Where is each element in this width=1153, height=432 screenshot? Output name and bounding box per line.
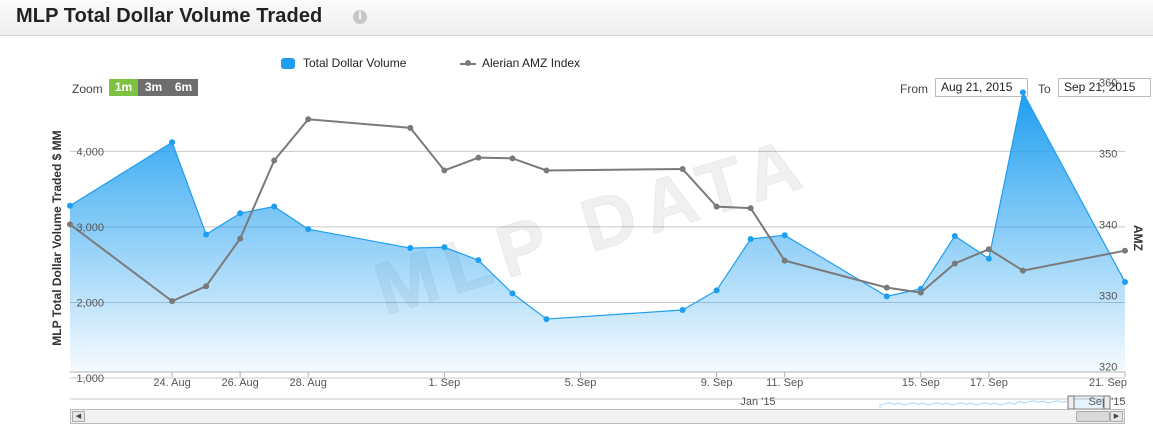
from-date-input[interactable]: Aug 21, 2015 [935,78,1028,97]
volume-point [543,316,550,323]
x-tick-label: 24. Aug [153,377,190,389]
y2-tick-label: 350 [1099,148,1117,160]
index-point [883,284,890,291]
index-point [1122,247,1128,254]
volume-point [747,235,754,242]
x-tick-label: 15. Sep [902,377,940,389]
volume-point [679,307,686,313]
page-title: MLP Total Dollar Volume Traded [16,5,323,27]
index-point [985,246,992,253]
volume-point [985,255,992,262]
volume-area [70,92,1125,373]
volume-point [1019,89,1026,96]
scroll-thumb[interactable] [1076,411,1110,422]
navigator-scrollbar[interactable]: ◀ ▶ [70,409,1125,424]
index-point [543,167,550,174]
index-point [237,235,244,242]
index-point [271,157,278,164]
y2-tick-label: 340 [1099,219,1117,231]
zoom-label: Zoom [72,82,103,96]
x-tick-label: 9. Sep [701,377,733,389]
legend-item-alerian-amz-index[interactable]: Alerian AMZ Index [460,56,580,70]
index-point [203,283,210,290]
x-tick-label: 1. Sep [428,377,460,389]
y2-tick-label: 360 [1099,77,1117,89]
index-point [781,257,788,264]
volume-point [305,226,312,233]
scroll-left-arrow[interactable]: ◀ [72,411,85,422]
index-point [67,221,73,228]
index-point [951,260,958,267]
legend-label-index: Alerian AMZ Index [482,56,581,70]
volume-point [237,210,244,217]
volume-point [951,232,958,239]
from-label: From [900,82,928,96]
index-point [305,116,312,123]
navigator-handle-right [1103,395,1111,410]
to-label: To [1038,82,1051,96]
index-point [407,124,414,131]
navigator-series [879,400,1068,408]
index-point [679,166,686,173]
y2-tick-label: 320 [1099,361,1117,373]
chart-header: MLP Total Dollar Volume Traded i [0,0,1153,36]
legend-swatch-volume [281,57,295,69]
volume-point [781,232,788,239]
index-point [747,205,754,212]
index-point [509,155,516,162]
info-icon[interactable]: i [353,10,367,24]
volume-point [1122,279,1128,286]
navigator-handle-left [1067,395,1075,410]
index-point [169,298,176,305]
index-point [713,203,720,210]
volume-point [271,203,278,210]
index-point [441,167,448,174]
volume-point [713,287,720,294]
y-tick-label: 2,000 [76,297,104,309]
volume-point [509,290,516,297]
navigator-label: Jan '15 [740,396,775,408]
zoom-6m-button[interactable]: 6m [169,79,198,96]
x-tick-label: 26. Aug [221,377,258,389]
volume-point [407,245,414,252]
x-tick-label: 28. Aug [290,377,327,389]
volume-point [883,293,890,300]
y2-tick-label: 330 [1099,290,1117,302]
zoom-3m-button[interactable]: 3m [138,79,169,96]
x-tick-label: 5. Sep [565,377,597,389]
volume-point [169,139,176,146]
x-tick-label: 17. Sep [970,377,1008,389]
legend-label-volume: Total Dollar Volume [303,56,407,70]
legend-line-index [460,57,476,69]
y-tick-label: 4,000 [76,146,104,158]
x-tick-label: 11. Sep [766,377,803,389]
to-date-input[interactable]: Sep 21, 2015 [1058,78,1151,97]
volume-point [441,244,448,251]
x-tick-label: 21. Sep [1089,377,1127,389]
y-tick-label: 3,000 [76,222,104,234]
volume-point [67,202,73,209]
index-point [917,289,924,296]
index-point [1019,267,1026,274]
volume-point [203,231,210,238]
volume-point [475,257,482,264]
scroll-right-arrow[interactable]: ▶ [1110,411,1123,422]
y-tick-label: 1,000 [76,373,104,385]
index-point [475,154,482,161]
legend-item-total-dollar-volume[interactable]: Total Dollar Volume [281,56,406,70]
zoom-1m-button[interactable]: 1m [109,79,138,96]
